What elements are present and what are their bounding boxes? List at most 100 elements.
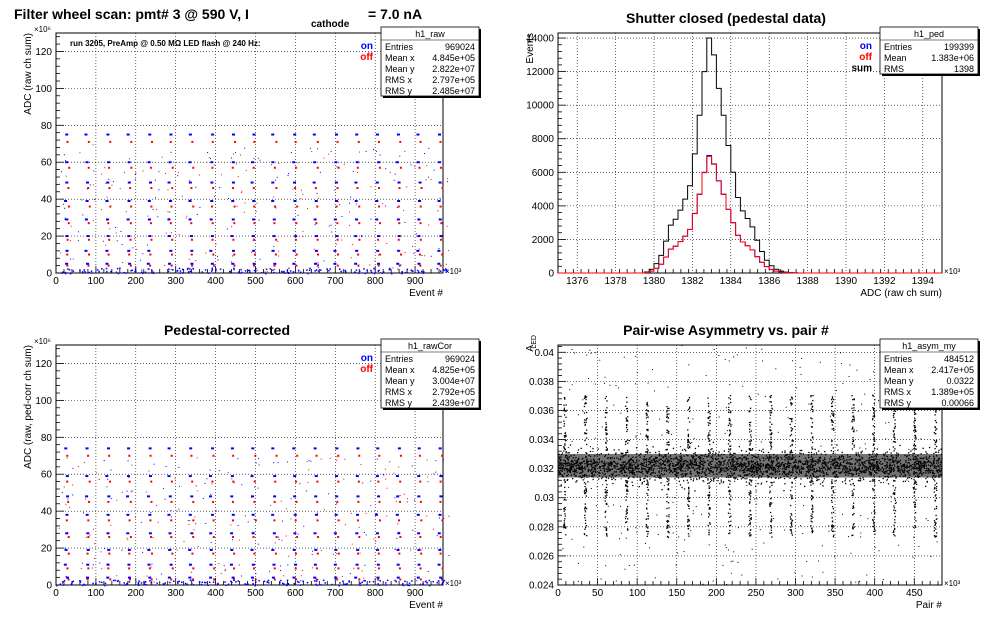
point-baseline — [302, 580, 304, 583]
point-baseline — [208, 272, 210, 274]
point-scatter — [158, 171, 160, 173]
point-scatter — [81, 199, 83, 201]
asym-spike-point — [687, 504, 689, 506]
point-scatter — [215, 510, 217, 512]
point-baseline — [314, 270, 317, 272]
point-baseline — [373, 267, 375, 270]
point-scatter — [251, 251, 253, 253]
point-baseline — [280, 270, 283, 273]
asym-spike-point — [605, 532, 608, 535]
point-baseline — [205, 581, 207, 584]
point-on — [127, 447, 131, 450]
point-baseline — [162, 583, 165, 585]
point-baseline — [266, 581, 268, 583]
asym-spike-point — [584, 528, 586, 530]
point-scatter — [170, 268, 172, 270]
point-off — [192, 519, 195, 522]
asym-point — [925, 451, 927, 453]
point-scatter — [105, 182, 107, 184]
point-off — [149, 264, 152, 267]
point-scatter — [426, 165, 428, 167]
asym-point — [784, 451, 786, 454]
point-off — [171, 187, 174, 190]
point-scatter — [383, 474, 385, 476]
asym-point — [563, 450, 565, 452]
point-scatter — [115, 227, 117, 229]
point-on — [167, 576, 171, 579]
point-on — [396, 262, 400, 265]
plot-panel-ped: 1376 1378 1380 1382 1384 1386 1388 1390 1392 1394… — [525, 32, 961, 299]
asym-point — [607, 477, 610, 479]
point-baseline — [359, 584, 361, 586]
asym-spike-point — [667, 488, 670, 490]
point-baseline — [239, 272, 241, 274]
point-off — [128, 454, 131, 457]
point-scatter — [438, 517, 440, 519]
stats-title: h1_rawCor — [408, 341, 452, 351]
point-off — [233, 264, 236, 267]
point-baseline — [225, 584, 228, 587]
point-baseline — [389, 267, 391, 270]
point-scatter — [156, 578, 158, 580]
point-scatter — [430, 255, 432, 257]
point-off — [253, 205, 256, 208]
asym-point — [644, 477, 646, 479]
point-on — [107, 161, 111, 164]
asym-spike-point — [646, 526, 648, 528]
point-baseline — [79, 581, 82, 583]
point-off — [88, 253, 91, 256]
asym-point — [746, 477, 748, 480]
asym-point — [878, 479, 880, 482]
asym-spike-point — [666, 521, 669, 523]
point-scatter — [241, 484, 243, 486]
asym-spike-point — [626, 505, 629, 508]
asym-spike-point — [686, 479, 689, 481]
asym-point — [631, 481, 633, 483]
asym-point — [568, 452, 570, 454]
point-scatter — [344, 458, 346, 460]
point-off — [108, 238, 111, 241]
point-scatter — [58, 527, 60, 529]
point-scatter — [240, 154, 242, 156]
point-on — [210, 235, 214, 238]
asym-point — [824, 450, 826, 453]
point-scatter — [165, 172, 167, 174]
asym-spike-point — [565, 527, 567, 529]
point-baseline — [269, 268, 272, 270]
point-baseline — [255, 270, 257, 272]
point-scatter — [251, 473, 253, 475]
point-scatter — [186, 215, 188, 217]
point-baseline — [152, 272, 155, 275]
point-scatter — [337, 481, 339, 483]
point-scatter — [382, 473, 384, 475]
asym-spike-point — [585, 421, 587, 423]
point-on — [210, 200, 214, 202]
asym-point — [886, 479, 888, 481]
point-on — [416, 513, 420, 516]
point-off — [67, 536, 70, 538]
asym-point — [722, 481, 725, 483]
stats-title: h1_raw — [415, 29, 445, 39]
asym-spike-point — [667, 536, 670, 538]
point-on — [127, 249, 131, 252]
legend-entry-sum: sum — [851, 63, 872, 74]
point-off — [356, 519, 359, 522]
point-scatter — [426, 476, 428, 478]
asym-spike-point — [626, 430, 628, 433]
point-scatter — [414, 166, 416, 168]
asym-spike-point — [564, 506, 566, 509]
asym-spike-point — [605, 449, 607, 451]
asym-spike-point — [584, 506, 587, 508]
asym-point — [646, 451, 649, 453]
point-on — [148, 532, 152, 535]
point-baseline — [101, 268, 103, 270]
point-on — [127, 548, 131, 551]
asym-spike-point — [667, 409, 669, 412]
point-scatter — [208, 157, 210, 159]
asym-spike-point — [645, 417, 648, 419]
point-scatter — [396, 537, 398, 539]
point-on — [85, 200, 89, 202]
point-scatter — [365, 534, 367, 536]
point-scatter — [128, 477, 130, 479]
point-scatter — [112, 181, 114, 183]
